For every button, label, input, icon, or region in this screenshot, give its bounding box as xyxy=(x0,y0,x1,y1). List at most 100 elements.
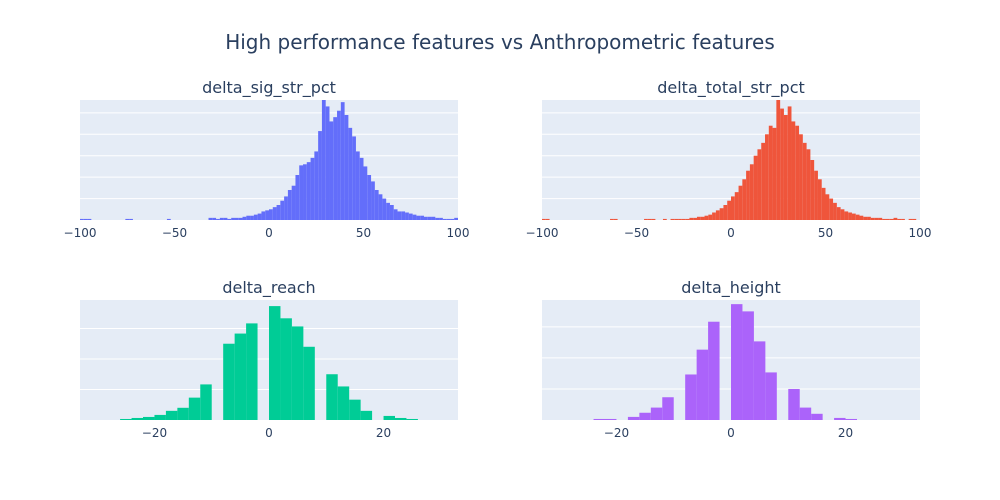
x-tick-label: 0 xyxy=(727,426,735,440)
subplot-delta-sig-str-pct: delta_sig_str_pct −100 −50 0 50 100 xyxy=(64,76,470,246)
histogram-bar xyxy=(749,164,754,220)
histogram-bar xyxy=(731,196,735,220)
x-tick-label: 0 xyxy=(727,226,735,240)
histogram-bar xyxy=(378,194,383,220)
histogram-bar xyxy=(219,217,224,220)
x-tick-label: 50 xyxy=(356,226,371,240)
histogram-bar xyxy=(647,218,652,220)
histogram-bar xyxy=(542,218,546,220)
x-tick-label: 100 xyxy=(909,226,932,240)
histogram-plot: −20 0 20 xyxy=(542,300,920,440)
histogram-bar xyxy=(454,217,458,220)
histogram-bar xyxy=(761,142,766,220)
histogram-bar xyxy=(814,170,818,220)
histogram-bar xyxy=(261,211,266,220)
histogram-bar xyxy=(276,205,281,220)
histogram-bar xyxy=(246,215,251,220)
histogram-bar xyxy=(303,164,307,220)
histogram-bar xyxy=(83,218,88,220)
histogram-bar xyxy=(355,151,360,220)
histogram-bar xyxy=(870,217,875,220)
histogram-bar xyxy=(423,216,428,220)
histogram-bar xyxy=(851,213,856,220)
histogram-bar xyxy=(87,218,92,220)
histogram-bar xyxy=(693,217,697,220)
histogram-bar xyxy=(177,407,189,420)
histogram-bar xyxy=(125,218,130,220)
histogram-bar xyxy=(395,417,407,420)
histogram-bar xyxy=(188,397,201,420)
histogram-bar xyxy=(685,218,690,220)
histogram-bar xyxy=(253,214,258,220)
histogram-bar xyxy=(166,218,171,220)
histogram-bar xyxy=(836,207,841,220)
histogram-bar xyxy=(280,200,285,220)
histogram-bar xyxy=(848,212,852,220)
histogram-bar xyxy=(908,218,913,220)
histogram-bar xyxy=(685,374,697,420)
histogram-bar xyxy=(435,217,440,220)
histogram-bar xyxy=(363,166,368,220)
histogram-bar xyxy=(644,218,648,220)
histogram-bar xyxy=(802,142,807,220)
histogram-bar xyxy=(545,218,550,220)
histogram-bar xyxy=(382,198,387,220)
histogram-bar xyxy=(359,157,364,220)
histogram-bar xyxy=(280,318,292,420)
histogram-bar xyxy=(719,208,724,220)
histogram-bar xyxy=(681,218,686,220)
histogram-bar xyxy=(416,215,421,220)
histogram-bar xyxy=(165,410,178,420)
histogram-bar xyxy=(662,397,674,420)
histogram-bar xyxy=(738,185,743,220)
histogram-bar xyxy=(344,115,349,220)
histogram-bar xyxy=(795,125,800,220)
x-tick-label: −50 xyxy=(162,226,187,240)
histogram-bar xyxy=(742,179,747,220)
histogram-bar xyxy=(678,218,682,220)
histogram-bar xyxy=(833,202,837,220)
histogram-bar xyxy=(265,210,269,220)
histogram-bar xyxy=(780,108,784,220)
x-tick-label: −20 xyxy=(142,426,167,440)
histogram-bar xyxy=(776,100,781,220)
histogram-bar xyxy=(405,212,409,220)
x-tick-label: −100 xyxy=(64,226,97,240)
histogram-bar xyxy=(325,106,330,220)
histogram-bar xyxy=(855,214,860,220)
histogram-bar xyxy=(450,218,455,220)
histogram-plot: −20 0 20 xyxy=(80,300,458,440)
histogram-bar xyxy=(349,399,361,420)
histogram-bar xyxy=(393,209,398,220)
histogram-bar xyxy=(295,175,300,220)
histogram-bar xyxy=(912,218,917,220)
histogram-bar xyxy=(326,374,338,420)
subplot-title: delta_height xyxy=(681,278,781,297)
histogram-bar xyxy=(605,418,617,420)
histogram-bar xyxy=(337,110,341,220)
histogram-bar xyxy=(593,418,605,420)
histogram-bar xyxy=(406,418,418,420)
histogram-bar xyxy=(715,210,720,220)
histogram-bar xyxy=(734,192,739,220)
histogram-bar xyxy=(757,149,762,220)
histogram-bar xyxy=(696,349,709,420)
histogram-bar xyxy=(242,216,247,220)
histogram-bar xyxy=(212,217,217,220)
histogram-bar xyxy=(893,217,898,220)
histogram-bar xyxy=(154,414,166,420)
x-tick-label: 20 xyxy=(838,426,853,440)
histogram-bar xyxy=(901,218,905,220)
histogram-bar xyxy=(446,218,451,220)
histogram-bar xyxy=(662,218,667,220)
histogram-bar xyxy=(234,333,247,420)
histogram-bar xyxy=(80,218,84,220)
x-tick-label: 0 xyxy=(265,426,273,440)
x-tick-label: −50 xyxy=(624,226,649,240)
histogram-bar xyxy=(374,190,379,220)
histogram-bar xyxy=(840,209,845,220)
histogram-bar xyxy=(310,157,315,220)
histogram-bar xyxy=(674,218,679,220)
histogram-bar xyxy=(651,218,656,220)
